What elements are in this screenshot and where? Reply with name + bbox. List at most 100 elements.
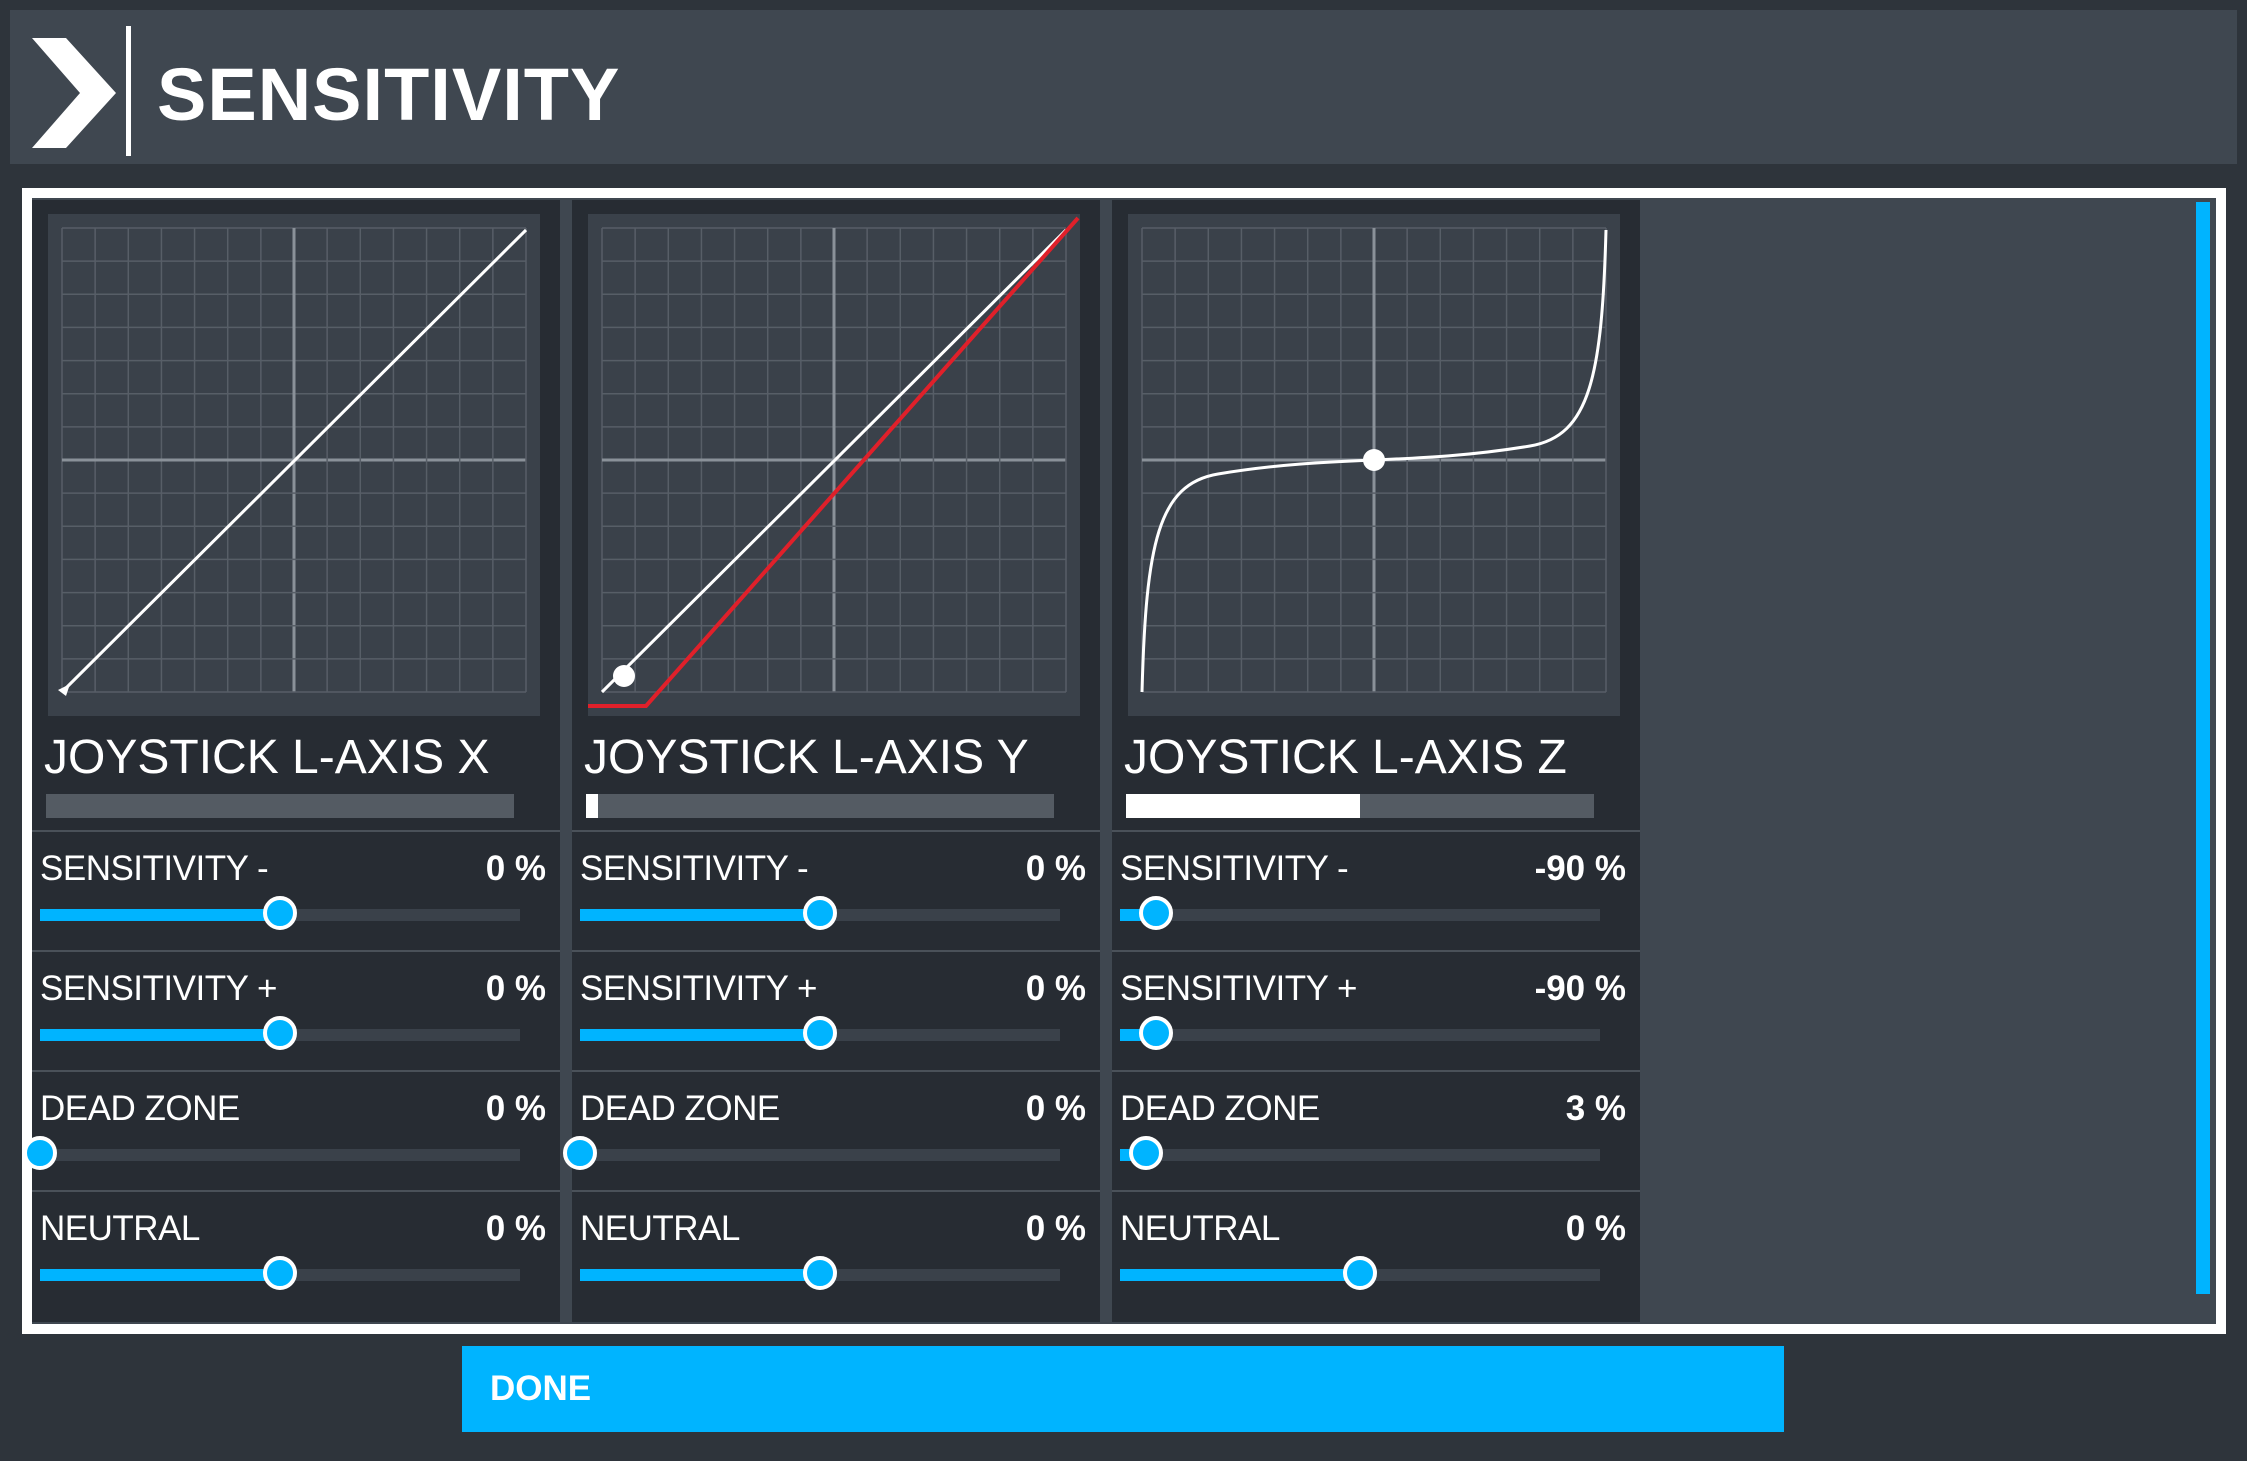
slider-thumb[interactable] (803, 1256, 837, 1290)
sensitivity-minus-slider[interactable] (580, 896, 1060, 930)
axis-panel-z: JOYSTICK L-AXIS Z SENSITIVITY - -90 % SE… (1112, 200, 1640, 1322)
response-curve-line (62, 228, 528, 692)
chevron-right-icon (32, 38, 116, 148)
sensitivity-minus-slider[interactable] (1120, 896, 1600, 930)
sensitivity-minus-slider[interactable] (40, 896, 520, 930)
setting-label: SENSITIVITY + (1120, 969, 1357, 1008)
response-curve-line (600, 228, 1068, 694)
setting-neutral: NEUTRAL 0 % (32, 1190, 560, 1310)
setting-label: SENSITIVITY + (40, 969, 277, 1008)
neutral-slider[interactable] (40, 1256, 520, 1290)
slider-thumb[interactable] (1139, 1016, 1173, 1050)
header-divider (126, 26, 131, 156)
setting-dead-zone: DEAD ZONE 0 % (23, 1070, 560, 1190)
response-curve-graph (1128, 214, 1620, 716)
axis-input-fill (586, 794, 598, 818)
slider-fill (580, 909, 820, 921)
setting-neutral: NEUTRAL 0 % (1112, 1190, 1640, 1310)
page-title: SENSITIVITY (157, 53, 621, 136)
setting-neutral: NEUTRAL 0 % (572, 1190, 1100, 1310)
setting-value: 0 % (1565, 1209, 1626, 1248)
output-curve-line (588, 216, 1080, 708)
setting-sensitivity-plus: SENSITIVITY + 0 % (32, 950, 560, 1070)
axis-input-bar (1126, 794, 1594, 818)
setting-value: 0 % (485, 1209, 546, 1248)
scrollbar-thumb[interactable] (2196, 202, 2210, 1294)
response-curve-chart (588, 216, 1080, 708)
slider-thumb[interactable] (23, 1136, 57, 1170)
setting-label: SENSITIVITY + (580, 969, 817, 1008)
setting-value: 0 % (1025, 1089, 1086, 1128)
slider-fill (580, 1029, 820, 1041)
setting-sensitivity-minus: SENSITIVITY - 0 % (572, 830, 1100, 950)
slider-fill (580, 1269, 820, 1281)
current-position-marker (613, 665, 635, 687)
axis-name: JOYSTICK L-AXIS X (44, 731, 490, 784)
setting-value: 0 % (485, 969, 546, 1008)
done-label: DONE (490, 1369, 592, 1408)
setting-label: NEUTRAL (580, 1209, 740, 1248)
sensitivity-plus-slider[interactable] (580, 1016, 1060, 1050)
slider-fill (1120, 1269, 1360, 1281)
response-curve-chart (58, 227, 528, 696)
dead-zone-slider[interactable] (1120, 1136, 1600, 1170)
setting-value: 3 % (1565, 1089, 1626, 1128)
setting-dead-zone: DEAD ZONE 3 % (1112, 1070, 1640, 1190)
setting-sensitivity-minus: SENSITIVITY - -90 % (1112, 830, 1640, 950)
response-curve-graph (48, 214, 540, 716)
response-curve-graph (588, 214, 1080, 716)
curve-grid (601, 227, 1067, 693)
slider-thumb[interactable] (1129, 1136, 1164, 1170)
done-button[interactable]: DONE (462, 1346, 1784, 1432)
dead-zone-slider[interactable] (23, 1136, 520, 1170)
setting-value: 0 % (485, 849, 546, 888)
neutral-slider[interactable] (580, 1256, 1060, 1290)
axis-panel-x: JOYSTICK L-AXIS X SENSITIVITY - 0 % SENS… (23, 200, 560, 1322)
header-bar: SENSITIVITY (10, 10, 2237, 164)
axis-input-fill (1126, 794, 1360, 818)
setting-label: NEUTRAL (1120, 1209, 1280, 1248)
setting-label: SENSITIVITY - (1120, 849, 1349, 888)
response-curve-chart (1140, 227, 1608, 693)
slider-thumb[interactable] (263, 1256, 297, 1290)
dead-zone-slider[interactable] (563, 1136, 1060, 1170)
setting-label: DEAD ZONE (40, 1089, 240, 1128)
setting-label: SENSITIVITY - (580, 849, 809, 888)
setting-label: SENSITIVITY - (40, 849, 269, 888)
slider-thumb[interactable] (563, 1136, 597, 1170)
sensitivity-plus-slider[interactable] (1120, 1016, 1600, 1050)
neutral-slider[interactable] (1120, 1256, 1600, 1290)
sensitivity-plus-slider[interactable] (40, 1016, 520, 1050)
slider-thumb[interactable] (803, 1016, 837, 1050)
setting-label: NEUTRAL (40, 1209, 200, 1248)
curve-grid (1141, 227, 1607, 693)
axis-input-bar (586, 794, 1054, 818)
axis-name: JOYSTICK L-AXIS Y (584, 731, 1029, 784)
slider-fill (40, 1269, 280, 1281)
setting-sensitivity-plus: SENSITIVITY + -90 % (1112, 950, 1640, 1070)
setting-value: 0 % (1025, 849, 1086, 888)
setting-value: 0 % (1025, 1209, 1086, 1248)
setting-sensitivity-minus: SENSITIVITY - 0 % (32, 830, 560, 950)
slider-thumb[interactable] (803, 896, 837, 930)
setting-value: -90 % (1534, 849, 1626, 888)
axis-input-bar (46, 794, 514, 818)
setting-label: DEAD ZONE (580, 1089, 780, 1128)
current-position-marker (1363, 449, 1385, 471)
slider-thumb[interactable] (1139, 896, 1173, 930)
setting-value: -90 % (1534, 969, 1626, 1008)
setting-sensitivity-plus: SENSITIVITY + 0 % (572, 950, 1100, 1070)
axis-panel-y: JOYSTICK L-AXIS Y SENSITIVITY - 0 % SENS… (563, 200, 1100, 1322)
curve-grid (61, 227, 527, 693)
current-position-marker (58, 684, 70, 696)
setting-value: 0 % (1025, 969, 1086, 1008)
slider-fill (40, 909, 280, 921)
setting-label: DEAD ZONE (1120, 1089, 1320, 1128)
setting-dead-zone: DEAD ZONE 0 % (563, 1070, 1100, 1190)
slider-thumb[interactable] (1343, 1256, 1377, 1290)
setting-value: 0 % (485, 1089, 546, 1128)
slider-thumb[interactable] (263, 1016, 297, 1050)
slider-fill (40, 1029, 280, 1041)
slider-thumb[interactable] (263, 896, 297, 930)
